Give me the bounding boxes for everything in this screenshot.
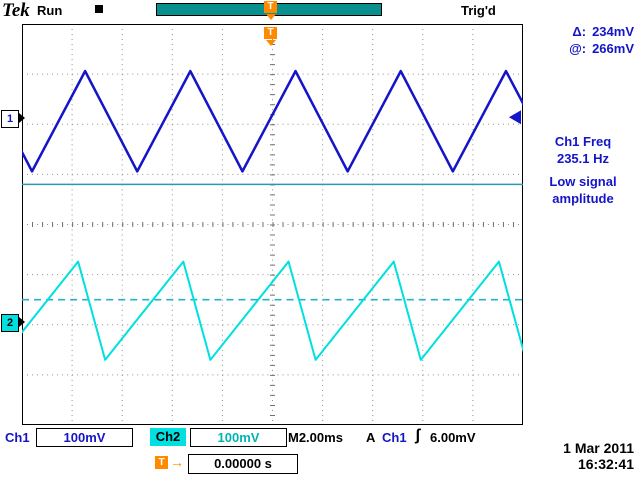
date-readout: 1 Mar 2011 — [563, 440, 634, 456]
measurement-warning-line1: Low signal — [549, 174, 617, 189]
trigger-state: Trig'd — [461, 3, 496, 18]
at-icon: @: — [569, 41, 587, 56]
cursor-readout: Δ: 234mV @: 266mV — [536, 23, 634, 57]
at-value: 266mV — [592, 41, 634, 56]
trigger-level-readout: 6.00mV — [430, 430, 476, 445]
trigger-source: Ch1 — [382, 430, 407, 445]
run-indicator-icon — [95, 5, 103, 13]
ch2-marker: 2 — [1, 314, 19, 332]
measurement-warning-line2: amplitude — [552, 191, 614, 206]
tek-logo: Tek — [2, 0, 30, 21]
trigger-level-arrow-icon — [508, 110, 521, 125]
ch2-marker-arrow-icon — [19, 317, 25, 327]
measurement-readout: Ch1 Freq 235.1 Hz Low signal amplitude — [530, 133, 636, 207]
ch1-marker-arrow-icon — [19, 113, 25, 123]
cursor-delta-row: Δ: 234mV — [536, 23, 634, 40]
ch2-trace — [22, 260, 523, 361]
datetime-readout: 1 Mar 2011 16:32:41 — [504, 440, 634, 472]
measurement-source: Ch1 Freq — [554, 134, 612, 149]
graticule — [22, 24, 523, 425]
horizontal-position-icon: T — [155, 456, 168, 469]
ch2-label: Ch2 — [150, 428, 186, 446]
horizontal-position-readout: 0.00000 s — [188, 454, 298, 474]
trigger-position-marker-top-icon: T — [264, 1, 277, 13]
cursor-at-row: @: 266mV — [536, 40, 634, 57]
ch1-marker: 1 — [1, 110, 19, 128]
timebase-readout: M2.00ms — [288, 430, 343, 445]
acquisition-state: Run — [37, 3, 63, 18]
measurement-value: 235.1 Hz — [556, 151, 610, 166]
delta-icon: Δ: — [572, 24, 587, 39]
ch1-scale: 100mV — [36, 428, 133, 447]
time-readout: 16:32:41 — [577, 456, 634, 472]
horizontal-position-arrow-icon: → — [170, 454, 184, 470]
trigger-slope-icon: ʃ — [415, 427, 421, 444]
ch2-scale: 100mV — [190, 428, 287, 447]
ch1-label: Ch1 — [5, 430, 30, 445]
trigger-position-arrow-top-icon — [266, 14, 276, 20]
ch1-trace — [22, 69, 523, 173]
trigger-mode-prefix: A — [366, 430, 376, 445]
trigger-position-marker-graticule-icon: T — [264, 27, 277, 39]
delta-value: 234mV — [592, 24, 634, 39]
trigger-position-arrow-graticule-icon — [266, 40, 276, 46]
